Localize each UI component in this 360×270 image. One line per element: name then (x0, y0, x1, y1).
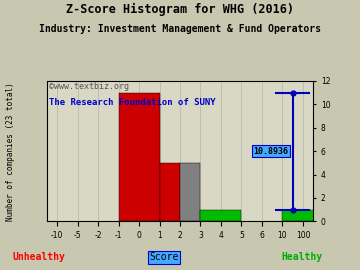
Text: Healthy: Healthy (281, 252, 322, 262)
Bar (180, 163, 201, 221)
Bar (283, 210, 323, 221)
Text: Unhealthy: Unhealthy (12, 252, 65, 262)
Text: Number of companies (23 total): Number of companies (23 total) (6, 82, 15, 221)
Text: Score: Score (149, 252, 179, 262)
Bar (159, 163, 180, 221)
Text: Z-Score Histogram for WHG (2016): Z-Score Histogram for WHG (2016) (66, 3, 294, 16)
Text: 10.8936: 10.8936 (253, 147, 289, 156)
Bar (201, 210, 242, 221)
Bar (118, 93, 159, 221)
Text: Industry: Investment Management & Fund Operators: Industry: Investment Management & Fund O… (39, 24, 321, 34)
Text: The Research Foundation of SUNY: The Research Foundation of SUNY (49, 98, 216, 107)
Text: ©www.textbiz.org: ©www.textbiz.org (49, 82, 130, 92)
